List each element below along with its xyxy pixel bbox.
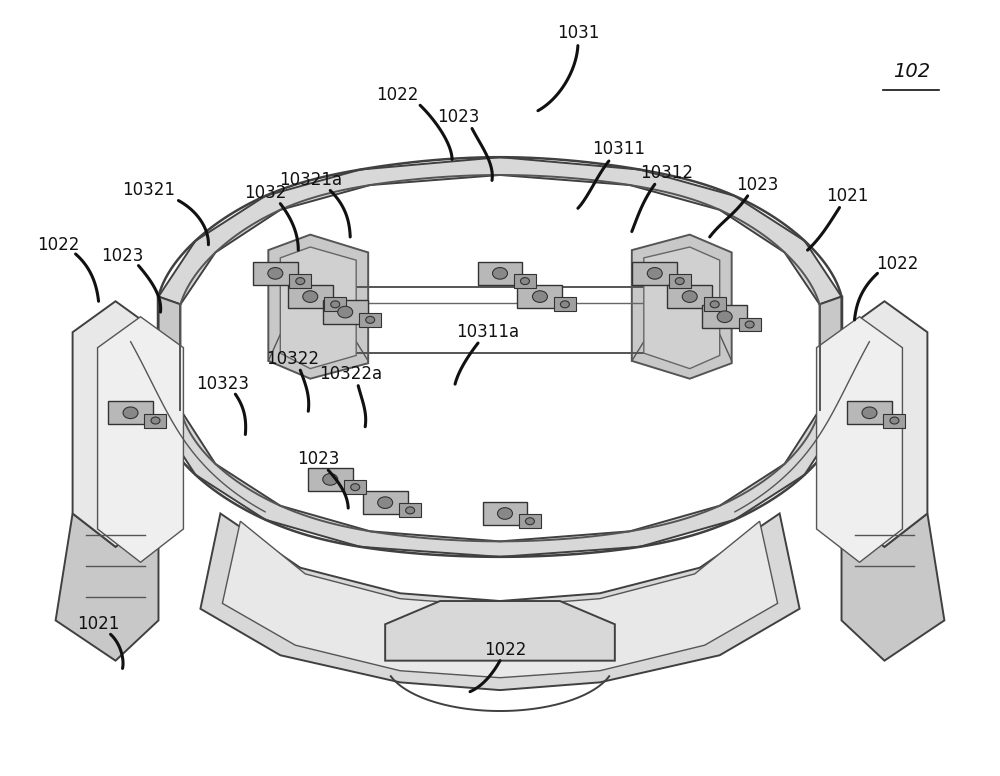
Text: 1021: 1021 (77, 615, 120, 633)
Circle shape (323, 473, 338, 485)
Polygon shape (632, 234, 732, 379)
Circle shape (493, 268, 507, 279)
Circle shape (296, 278, 305, 285)
Bar (359, 313, 381, 327)
Polygon shape (200, 514, 800, 690)
Text: 10311a: 10311a (456, 324, 520, 341)
Circle shape (338, 307, 353, 318)
Bar (324, 297, 346, 311)
Text: 10322a: 10322a (319, 365, 382, 383)
Polygon shape (817, 317, 902, 563)
Polygon shape (98, 317, 183, 563)
Polygon shape (280, 247, 356, 369)
Bar (669, 274, 691, 288)
Bar (478, 262, 522, 285)
Text: 1022: 1022 (376, 86, 418, 104)
Text: 1021: 1021 (826, 187, 869, 205)
Bar (144, 414, 166, 428)
Polygon shape (820, 296, 842, 417)
Text: 1023: 1023 (437, 108, 479, 126)
Bar (483, 502, 527, 525)
Circle shape (890, 417, 899, 424)
Bar (514, 274, 536, 288)
Polygon shape (56, 514, 158, 660)
Circle shape (647, 268, 662, 279)
Polygon shape (268, 234, 368, 379)
Polygon shape (385, 601, 615, 660)
Bar (847, 401, 892, 424)
Text: 1022: 1022 (484, 641, 526, 659)
Circle shape (123, 407, 138, 418)
Polygon shape (158, 410, 842, 557)
Circle shape (862, 407, 877, 418)
Polygon shape (158, 296, 180, 417)
Text: 1023: 1023 (101, 248, 144, 265)
Bar (554, 297, 576, 311)
Circle shape (682, 291, 697, 303)
Text: 1022: 1022 (876, 255, 919, 273)
Text: 10311: 10311 (592, 140, 645, 158)
Bar (519, 514, 541, 528)
Circle shape (366, 317, 375, 324)
Bar (399, 504, 421, 518)
Text: 10312: 10312 (640, 164, 693, 182)
Text: 10322: 10322 (266, 349, 319, 368)
Circle shape (151, 417, 160, 424)
Polygon shape (644, 247, 720, 369)
Circle shape (351, 483, 360, 490)
Polygon shape (842, 514, 944, 660)
Circle shape (406, 507, 415, 514)
Text: 10321a: 10321a (279, 171, 342, 189)
Polygon shape (842, 301, 927, 547)
Circle shape (525, 518, 534, 525)
Circle shape (268, 268, 283, 279)
Text: 102: 102 (893, 62, 930, 81)
Bar (632, 262, 677, 285)
Circle shape (675, 278, 684, 285)
Bar (344, 480, 366, 494)
Bar (253, 262, 298, 285)
Polygon shape (73, 301, 158, 547)
Bar (308, 468, 353, 491)
Polygon shape (158, 158, 842, 304)
Circle shape (717, 311, 732, 323)
Text: 1031: 1031 (557, 24, 599, 42)
Bar (288, 285, 333, 308)
Text: 10321: 10321 (122, 182, 175, 199)
Bar (108, 401, 153, 424)
Circle shape (745, 321, 754, 328)
Circle shape (710, 301, 719, 308)
Text: 1023: 1023 (297, 450, 339, 468)
Text: 1022: 1022 (37, 236, 80, 254)
Circle shape (560, 301, 569, 308)
Bar (883, 414, 905, 428)
Circle shape (520, 278, 529, 285)
Circle shape (532, 291, 547, 303)
Circle shape (331, 301, 340, 308)
Circle shape (498, 508, 512, 519)
Text: 10323: 10323 (196, 375, 249, 393)
Circle shape (303, 291, 318, 303)
Bar (704, 297, 726, 311)
Polygon shape (222, 521, 778, 677)
Bar (323, 300, 368, 324)
Circle shape (378, 497, 393, 508)
Bar (739, 317, 761, 331)
Bar (363, 491, 408, 514)
Bar (702, 305, 747, 328)
Bar (517, 285, 562, 308)
Text: 1023: 1023 (736, 176, 779, 194)
Bar (667, 285, 712, 308)
Bar (289, 274, 311, 288)
Text: 1032: 1032 (244, 184, 287, 202)
